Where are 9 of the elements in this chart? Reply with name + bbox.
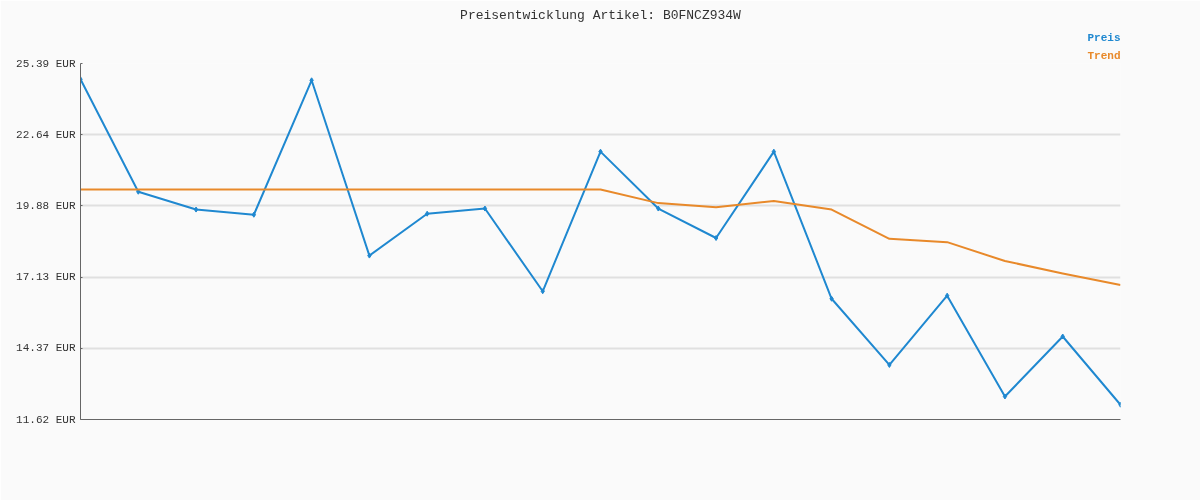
y-tick-label: 11.62 EUR (16, 413, 76, 426)
y-tick-label: 14.37 EUR (16, 342, 76, 355)
y-tick-label: 25.39 EUR (16, 57, 76, 70)
y-tick-label: 17.13 EUR (16, 271, 76, 284)
chart-title: Preisentwicklung Artikel: B0FNCZ934W (460, 7, 742, 23)
y-tick-label: 22.64 EUR (16, 128, 76, 141)
y-tick-label: 19.88 EUR (16, 199, 76, 212)
text: Trend (1087, 49, 1121, 62)
text: Preis (1087, 31, 1121, 44)
